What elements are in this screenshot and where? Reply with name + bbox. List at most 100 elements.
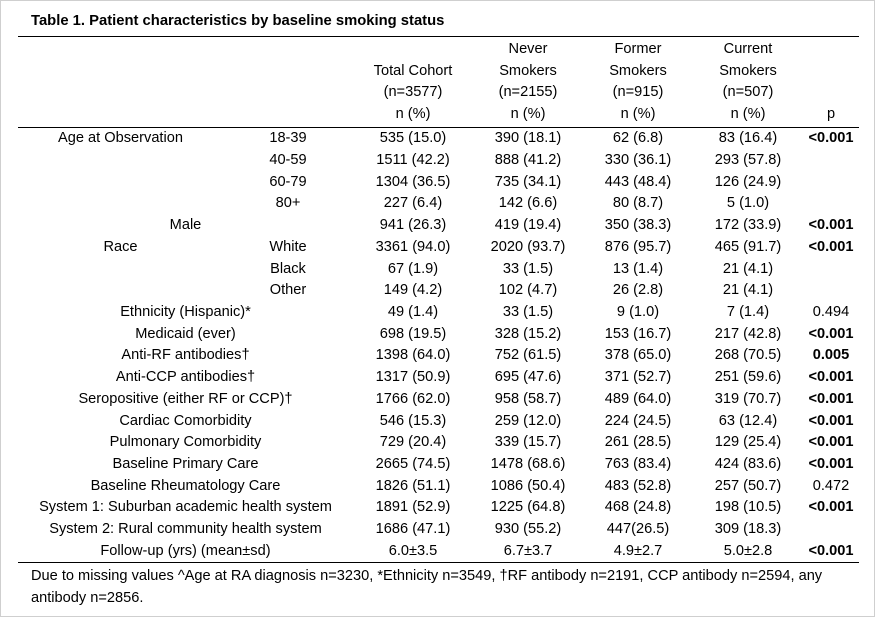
cell-current-smokers: 293 (57.8): [714, 152, 782, 169]
row-label: Male: [169, 217, 202, 234]
header-line: Smokers: [719, 62, 777, 79]
table-row: Black 67 (1.9) 33 (1.5) 13 (1.4) 21 (4.1): [18, 259, 859, 281]
cell-current-smokers: 217 (42.8): [714, 325, 782, 342]
cell-total-cohort: 729 (20.4): [379, 434, 447, 451]
cell-p-value: 0.472: [812, 477, 850, 494]
cell-total-cohort: 941 (26.3): [379, 217, 447, 234]
cell-p-value: <0.001: [808, 325, 854, 342]
table-row: System 2: Rural community health system 1…: [18, 519, 859, 541]
row-label: Pulmonary Comorbidity: [109, 434, 262, 451]
cell-total-cohort: 149 (4.2): [383, 282, 443, 299]
cell-never-smokers: 33 (1.5): [502, 304, 554, 320]
row-subcategory: 80+: [275, 195, 301, 212]
cell-former-smokers: 378 (65.0): [604, 347, 672, 364]
cell-former-smokers: 876 (95.7): [604, 238, 672, 255]
cell-total-cohort: 49 (1.4): [387, 304, 439, 320]
cell-p-value: <0.001: [808, 369, 854, 386]
header-former-smokers: Former Smokers (n=915) n (%): [583, 36, 693, 129]
table-row: Baseline Rheumatology Care 1826 (51.1) 108…: [18, 476, 859, 498]
table-row: Race White 3361 (94.0) 2020 (93.7) 876 (95.7…: [18, 237, 859, 259]
row-label: Seropositive (either RF or CCP)†: [78, 390, 293, 407]
cell-total-cohort: 2665 (74.5): [375, 455, 451, 472]
row-label: Baseline Rheumatology Care: [90, 477, 281, 494]
cell-former-smokers: 483 (52.8): [604, 477, 672, 494]
table-title: Table 1. Patient characteristics by base…: [31, 13, 445, 29]
table-row: Pulmonary Comorbidity 729 (20.4) 339 (15.7…: [18, 432, 859, 454]
cell-current-smokers: 7 (1.4): [726, 304, 770, 320]
cell-current-smokers: 21 (4.1): [722, 282, 774, 299]
header-line: (n=3577): [383, 84, 443, 101]
cell-never-smokers: 930 (55.2): [494, 521, 562, 538]
cell-current-smokers: 129 (25.4): [714, 434, 782, 451]
cell-former-smokers: 447(26.5): [606, 521, 670, 538]
cell-current-smokers: 5 (1.0): [726, 195, 770, 212]
cell-p-value: [803, 172, 859, 194]
cell-current-smokers: 309 (18.3): [714, 521, 782, 538]
cell-p-value: [803, 193, 859, 215]
cell-never-smokers: 419 (19.4): [494, 217, 562, 234]
table-row: 60-79 1304 (36.5) 735 (34.1) 443 (48.4) 126 …: [18, 172, 859, 194]
cell-current-smokers: 268 (70.5): [714, 347, 782, 364]
cell-former-smokers: 62 (6.8): [612, 130, 664, 147]
cell-p-value: <0.001: [808, 499, 854, 516]
header-total-cohort: Total Cohort (n=3577) n (%): [353, 36, 473, 129]
cell-former-smokers: 350 (38.3): [604, 217, 672, 234]
cell-former-smokers: 80 (8.7): [612, 195, 664, 212]
row-label: [18, 172, 223, 194]
cell-never-smokers: 259 (12.0): [494, 412, 562, 429]
header-line: Total Cohort: [373, 62, 453, 79]
table-row: 80+ 227 (6.4) 142 (6.6) 80 (8.7) 5 (1.0): [18, 193, 859, 215]
cell-total-cohort: 1686 (47.1): [375, 521, 451, 538]
row-subcategory: 60-79: [269, 173, 307, 190]
row-subcategory: Black: [270, 260, 306, 277]
header-line: Never: [508, 41, 548, 57]
cell-never-smokers: 102 (4.7): [498, 282, 558, 299]
cell-current-smokers: 198 (10.5): [714, 499, 782, 516]
patient-characteristics-table: Total Cohort (n=3577) n (%) Never Smoker…: [18, 36, 859, 564]
cell-p-value: 0.494: [812, 304, 850, 320]
cell-former-smokers: 26 (2.8): [612, 282, 664, 299]
header-line: Smokers: [609, 62, 667, 79]
row-label: Ethnicity (Hispanic)*: [120, 304, 251, 320]
cell-p-value: <0.001: [808, 217, 854, 234]
header-line: Current: [723, 41, 773, 57]
table-header: Total Cohort (n=3577) n (%) Never Smoker…: [18, 36, 859, 129]
table-row: Age at Observation 18-39 535 (15.0) 390 (18…: [18, 128, 859, 150]
row-subcategory: 18-39: [269, 130, 307, 147]
row-label: Anti-RF antibodies†: [121, 347, 250, 364]
table-footnote: Due to missing values ^Age at RA diagnos…: [31, 568, 823, 607]
cell-total-cohort: 1398 (64.0): [375, 347, 451, 364]
cell-current-smokers: 63 (12.4): [718, 412, 778, 429]
cell-former-smokers: 763 (83.4): [604, 455, 672, 472]
cell-former-smokers: 224 (24.5): [604, 412, 672, 429]
cell-total-cohort: 1511 (42.2): [376, 152, 450, 169]
cell-former-smokers: 468 (24.8): [604, 499, 672, 516]
cell-never-smokers: 339 (15.7): [494, 434, 562, 451]
row-label: Age at Observation: [58, 130, 183, 147]
header-p-value: p: [803, 36, 859, 129]
row-label: [18, 193, 223, 215]
cell-former-smokers: 489 (64.0): [604, 390, 672, 407]
cell-p-value: <0.001: [808, 390, 854, 407]
cell-total-cohort: 535 (15.0): [379, 130, 447, 147]
cell-former-smokers: 443 (48.4): [604, 173, 672, 190]
cell-never-smokers: 1225 (64.8): [490, 499, 566, 516]
table-row: Cardiac Comorbidity 546 (15.3) 259 (12.0) 2…: [18, 411, 859, 433]
cell-never-smokers: 390 (18.1): [494, 130, 562, 147]
cell-total-cohort: 6.0±3.5: [353, 540, 473, 564]
cell-total-cohort: 227 (6.4): [383, 195, 443, 212]
header-line: (n=507): [722, 84, 774, 101]
row-subcategory: White: [269, 238, 307, 255]
table-row: Anti-RF antibodies† 1398 (64.0) 752 (61.5)…: [18, 345, 859, 367]
row-subcategory: 40-59: [269, 152, 307, 169]
table-row: Ethnicity (Hispanic)* 49 (1.4) 33 (1.5) 9 (…: [18, 302, 859, 324]
cell-former-smokers: 9 (1.0): [616, 304, 660, 320]
cell-total-cohort: 3361 (94.0): [375, 238, 451, 255]
cell-total-cohort: 67 (1.9): [387, 260, 439, 277]
cell-never-smokers: 142 (6.6): [498, 195, 558, 212]
cell-total-cohort: 1826 (51.1): [375, 477, 451, 494]
header-line: (n=2155): [498, 84, 558, 101]
cell-p-value: [803, 280, 859, 302]
table-row: Follow-up (yrs) (mean±sd) 6.0±3.5 6.7±3.7 4…: [18, 540, 859, 564]
